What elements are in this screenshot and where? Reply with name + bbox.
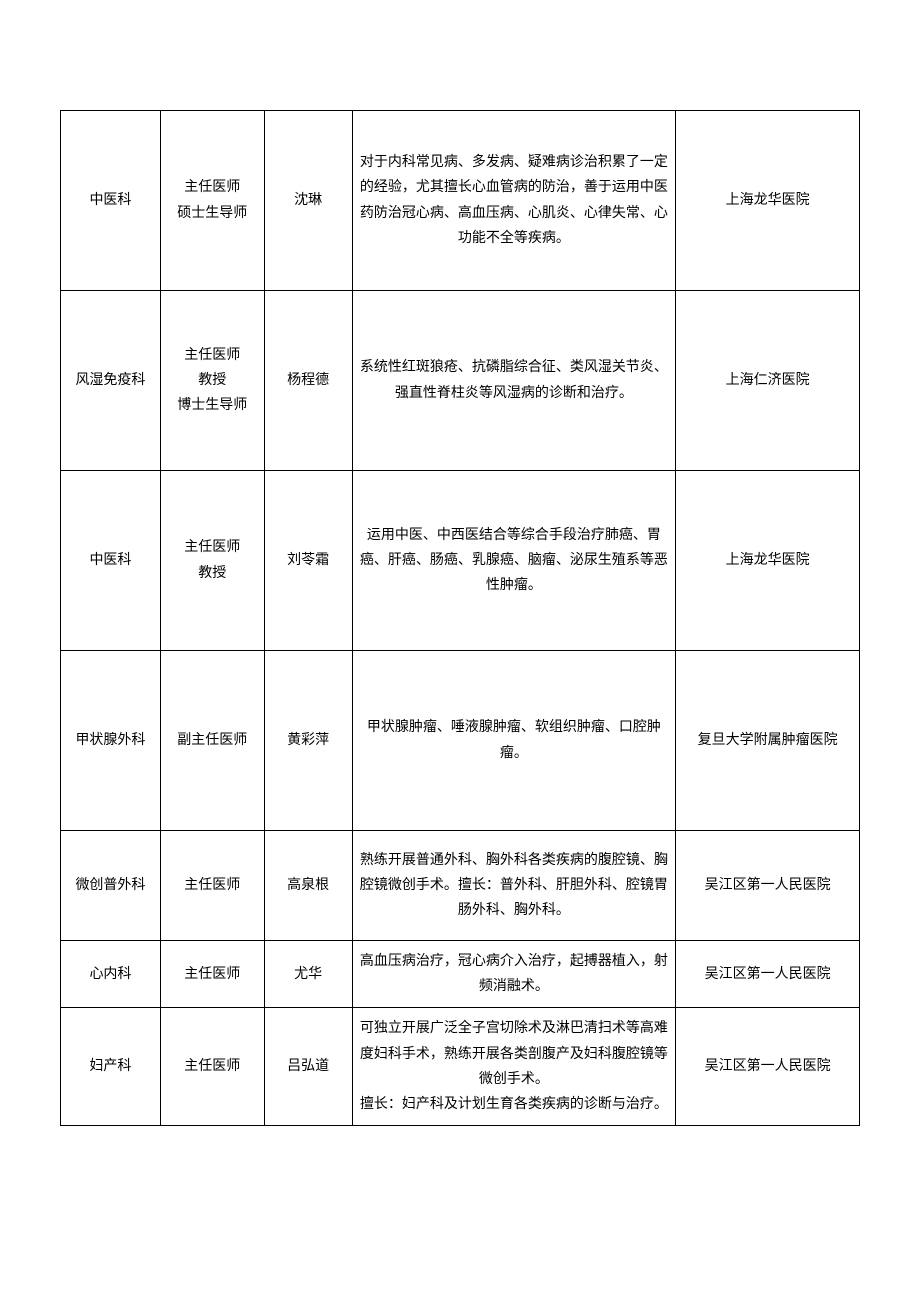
- cell-hospital: 上海龙华医院: [676, 111, 860, 291]
- cell-name: 黄彩萍: [264, 651, 352, 831]
- cell-specialty: 运用中医、中西医结合等综合手段治疗肺癌、胃癌、肝癌、肠癌、乳腺癌、脑瘤、泌尿生殖…: [352, 471, 676, 651]
- cell-hospital: 吴江区第一人民医院: [676, 1008, 860, 1126]
- cell-hospital: 复旦大学附属肿瘤医院: [676, 651, 860, 831]
- table-body: 中医科 主任医师硕士生导师 沈琳 对于内科常见病、多发病、疑难病诊治积累了一定的…: [61, 111, 860, 1126]
- cell-title: 主任医师: [160, 1008, 264, 1126]
- cell-specialty: 熟练开展普通外科、胸外科各类疾病的腹腔镜、胸腔镜微创手术。擅长：普外科、肝胆外科…: [352, 831, 676, 941]
- cell-title: 主任医师: [160, 941, 264, 1008]
- table-row: 心内科 主任医师 尤华 高血压病治疗，冠心病介入治疗，起搏器植入，射频消融术。 …: [61, 941, 860, 1008]
- doctor-table: 中医科 主任医师硕士生导师 沈琳 对于内科常见病、多发病、疑难病诊治积累了一定的…: [60, 110, 860, 1126]
- cell-specialty: 高血压病治疗，冠心病介入治疗，起搏器植入，射频消融术。: [352, 941, 676, 1008]
- table-row: 微创普外科 主任医师 高泉根 熟练开展普通外科、胸外科各类疾病的腹腔镜、胸腔镜微…: [61, 831, 860, 941]
- cell-specialty: 甲状腺肿瘤、唾液腺肿瘤、软组织肿瘤、口腔肿瘤。: [352, 651, 676, 831]
- cell-specialty: 系统性红斑狼疮、抗磷脂综合征、类风湿关节炎、强直性脊柱炎等风湿病的诊断和治疗。: [352, 291, 676, 471]
- cell-name: 沈琳: [264, 111, 352, 291]
- cell-title: 主任医师教授: [160, 471, 264, 651]
- table-row: 风湿免疫科 主任医师教授博士生导师 杨程德 系统性红斑狼疮、抗磷脂综合征、类风湿…: [61, 291, 860, 471]
- cell-hospital: 吴江区第一人民医院: [676, 831, 860, 941]
- cell-hospital: 吴江区第一人民医院: [676, 941, 860, 1008]
- table-row: 中医科 主任医师硕士生导师 沈琳 对于内科常见病、多发病、疑难病诊治积累了一定的…: [61, 111, 860, 291]
- table-row: 中医科 主任医师教授 刘苓霜 运用中医、中西医结合等综合手段治疗肺癌、胃癌、肝癌…: [61, 471, 860, 651]
- cell-hospital: 上海龙华医院: [676, 471, 860, 651]
- cell-name: 刘苓霜: [264, 471, 352, 651]
- cell-title: 副主任医师: [160, 651, 264, 831]
- cell-title: 主任医师硕士生导师: [160, 111, 264, 291]
- cell-dept: 中医科: [61, 471, 161, 651]
- cell-dept: 微创普外科: [61, 831, 161, 941]
- cell-name: 尤华: [264, 941, 352, 1008]
- cell-hospital: 上海仁济医院: [676, 291, 860, 471]
- cell-dept: 中医科: [61, 111, 161, 291]
- cell-specialty: 对于内科常见病、多发病、疑难病诊治积累了一定的经验，尤其擅长心血管病的防治，善于…: [352, 111, 676, 291]
- table-row: 甲状腺外科 副主任医师 黄彩萍 甲状腺肿瘤、唾液腺肿瘤、软组织肿瘤、口腔肿瘤。 …: [61, 651, 860, 831]
- cell-specialty: 可独立开展广泛全子宫切除术及淋巴清扫术等高难度妇科手术，熟练开展各类剖腹产及妇科…: [352, 1008, 676, 1126]
- cell-title: 主任医师: [160, 831, 264, 941]
- cell-dept: 妇产科: [61, 1008, 161, 1126]
- cell-name: 吕弘道: [264, 1008, 352, 1126]
- cell-title: 主任医师教授博士生导师: [160, 291, 264, 471]
- cell-dept: 心内科: [61, 941, 161, 1008]
- cell-dept: 甲状腺外科: [61, 651, 161, 831]
- table-row: 妇产科 主任医师 吕弘道 可独立开展广泛全子宫切除术及淋巴清扫术等高难度妇科手术…: [61, 1008, 860, 1126]
- cell-dept: 风湿免疫科: [61, 291, 161, 471]
- cell-name: 杨程德: [264, 291, 352, 471]
- cell-name: 高泉根: [264, 831, 352, 941]
